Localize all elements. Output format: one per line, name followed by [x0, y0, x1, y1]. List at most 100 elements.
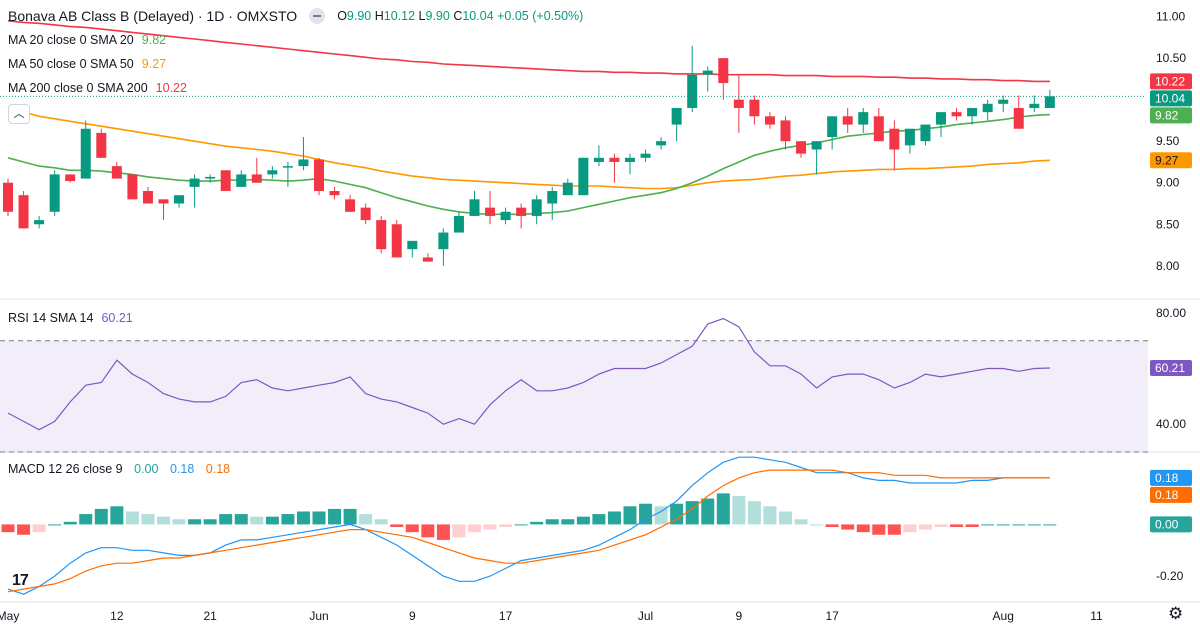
macd-hist-bar [514, 524, 528, 526]
macd-hist-bar [281, 514, 295, 525]
candle-body [220, 170, 231, 192]
macd-hist-bar [701, 498, 715, 525]
candle-body [49, 174, 60, 212]
price-tag [1150, 152, 1192, 169]
candle-body [18, 195, 29, 229]
macd-tag-label: 0.18 [1155, 471, 1179, 485]
ma50-label: MA 50 close 0 SMA 50 [8, 57, 134, 71]
macd-hist-bar [94, 508, 108, 525]
candle-body [345, 199, 356, 212]
open-value: 9.90 [346, 9, 372, 23]
legend-ma200[interactable]: MA 200 close 0 SMA 200 10.22 [8, 81, 187, 95]
x-tick-label: May [0, 609, 19, 623]
x-tick-label: 17 [499, 609, 513, 623]
macd-hist-bar [965, 524, 979, 527]
candle-body [889, 128, 900, 150]
candle-body [578, 157, 589, 196]
candle-body [625, 157, 635, 162]
macd-signal-value: 0.18 [205, 462, 231, 476]
candle-body [422, 257, 433, 262]
macd-hist-bar [110, 506, 124, 525]
candle-body [485, 207, 496, 216]
macd-hist-bar [63, 521, 77, 525]
rsi-value: 60.21 [101, 311, 133, 325]
price-tag [1150, 90, 1192, 107]
x-tick-label: Jul [638, 609, 653, 623]
tradingview-logo[interactable]: 17 [12, 572, 29, 589]
macd-hist-bar [918, 524, 932, 530]
candle-body [500, 211, 511, 221]
macd-hist-bar [296, 511, 310, 525]
candle-body [111, 166, 122, 179]
candle-body [640, 153, 651, 158]
x-tick-label: 9 [736, 609, 743, 623]
candle-body [842, 116, 853, 125]
candle-body [158, 199, 169, 204]
candle-body [873, 116, 884, 142]
x-tick-label: Aug [993, 609, 1014, 623]
macd-hist-bar [157, 516, 170, 525]
macd-hist-bar [747, 501, 761, 525]
candle-body [329, 191, 340, 196]
candle-body [733, 99, 744, 108]
macd-hist-bar [172, 519, 186, 525]
macd-hist-bar [654, 506, 668, 525]
candle-body [236, 174, 247, 187]
market-status-icon[interactable] [309, 8, 326, 24]
macd-hist-bar [545, 519, 559, 525]
candle-body [936, 112, 946, 125]
macd-hist-bar [343, 508, 357, 525]
symbol-title[interactable]: Bonava AB Class B (Delayed) · 1D · OMXST… [8, 8, 298, 24]
candle-body [127, 174, 138, 200]
candle-body [205, 176, 216, 179]
macd-tag-label: 0.00 [1155, 517, 1179, 531]
candle-body [718, 58, 729, 84]
candle-body [547, 191, 558, 204]
macd-hist-bar [810, 524, 824, 526]
macd-tag-label: 0.18 [1155, 488, 1179, 502]
legend-rsi[interactable]: RSI 14 SMA 14 60.21 [8, 311, 133, 325]
low-value: 9.90 [425, 9, 450, 23]
macd-hist-bar [1043, 524, 1057, 526]
macd-hist-bar [312, 511, 326, 525]
macd-hist-bar [1, 524, 15, 533]
candle-body [982, 103, 993, 113]
macd-hist-bar [825, 524, 839, 527]
candle-body [656, 141, 667, 146]
legend-macd[interactable]: MACD 12 26 close 9 0.00 0.18 0.18 [8, 462, 230, 476]
macd-hist-bar [188, 519, 202, 525]
x-tick-label: 11 [1090, 609, 1103, 623]
high-value: 10.12 [383, 9, 416, 23]
ohlc-values: O9.90 H10.12 L9.90 C10.04 +0.05 (+0.50%) [337, 9, 584, 23]
ma20-label: MA 20 close 0 SMA 20 [8, 33, 134, 47]
candle-body [702, 70, 713, 75]
rsi-label: RSI 14 SMA 14 [8, 311, 94, 325]
gear-icon[interactable]: ⚙ [1168, 604, 1184, 623]
price-tag-label: 10.22 [1155, 74, 1185, 88]
candle-body [1044, 96, 1055, 108]
candle-body [531, 199, 542, 216]
candle-body [251, 174, 262, 183]
macd-hist-bar [390, 524, 404, 527]
candle-body [904, 128, 915, 146]
candle-body [780, 120, 791, 142]
candle-body [1013, 107, 1024, 129]
macd-tag [1150, 516, 1192, 533]
chevron-up-icon[interactable]: ︿ [8, 104, 30, 124]
macd-hist-bar [841, 524, 855, 530]
candle-body [593, 157, 604, 162]
macd-hist-bar [716, 493, 730, 525]
ma50-line [7, 107, 1050, 190]
ma20-value: 9.82 [141, 33, 167, 47]
candle-body [951, 112, 962, 117]
price-tag-label: 9.27 [1155, 153, 1179, 167]
macd-hist-bar [468, 524, 481, 533]
macd-tag [1150, 486, 1192, 503]
legend-ma20[interactable]: MA 20 close 0 SMA 20 9.82 [8, 33, 166, 47]
macd-hist-bar [794, 519, 808, 525]
candle-body [967, 107, 978, 117]
legend-ma50[interactable]: MA 50 close 0 SMA 50 9.27 [8, 57, 166, 71]
candle-body [34, 220, 45, 225]
ma200-value: 10.22 [155, 81, 187, 95]
